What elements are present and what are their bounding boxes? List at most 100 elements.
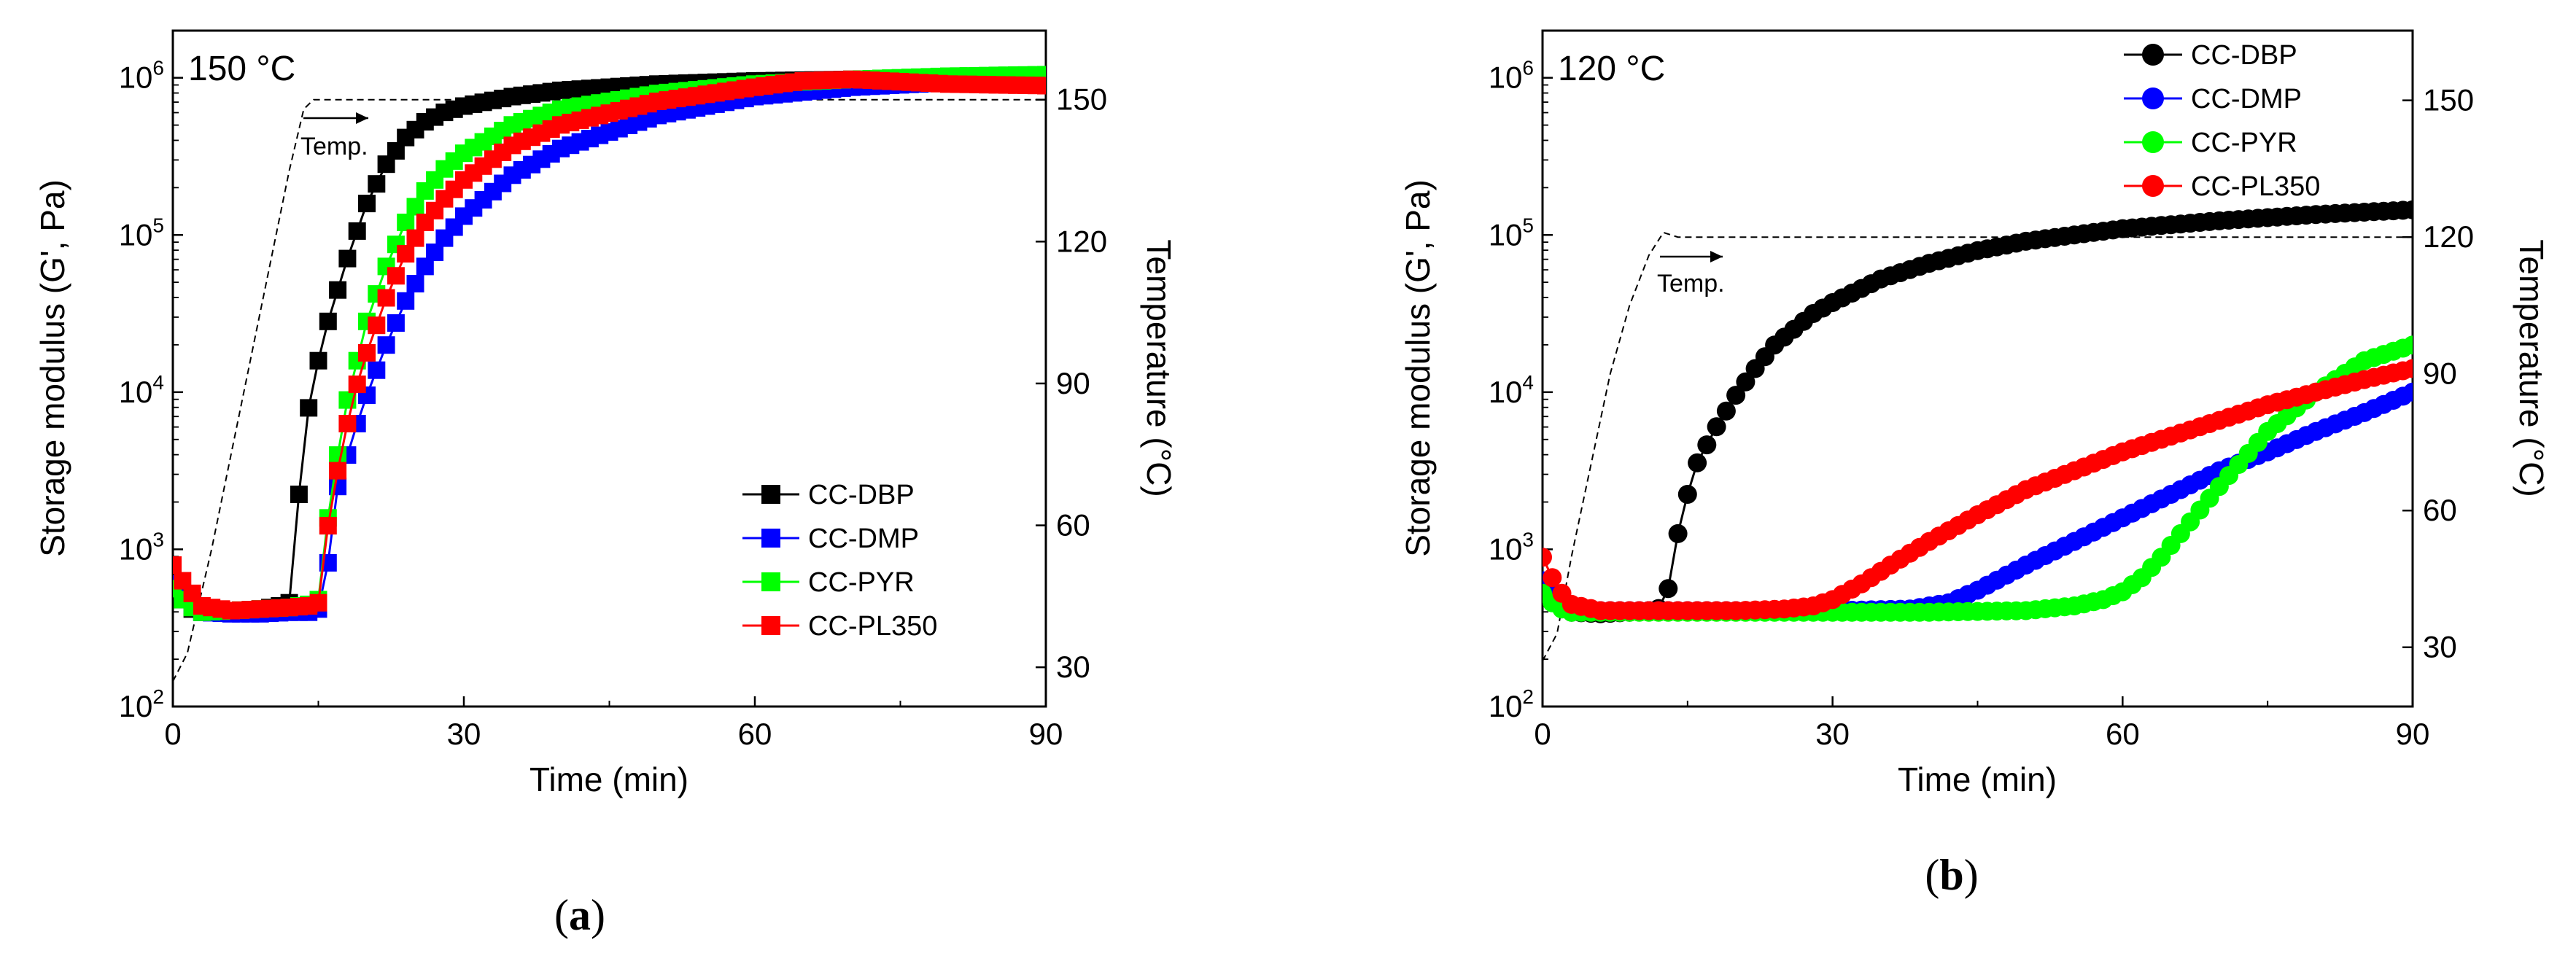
temp-annotation-a: Temp.: [300, 133, 368, 160]
x-tick-label-a-1: 30: [447, 717, 481, 751]
data-point: [368, 175, 386, 193]
data-point: [1037, 77, 1046, 95]
y-tick-label-a-0: 102: [119, 685, 164, 723]
y-axis-title-b: Storage modulus (G', Pa): [1399, 179, 1437, 557]
x-axis-title-b: Time (min): [1898, 760, 2057, 798]
y-tick-label-b-4: 106: [1489, 57, 1534, 95]
data-point: [1726, 386, 1746, 405]
legend-marker-b-4: [2142, 175, 2164, 197]
data-point: [1716, 401, 1736, 421]
data-point: [397, 292, 415, 310]
condition-label-a: 150 °C: [188, 50, 295, 88]
legend-marker-a-3: [761, 572, 780, 591]
data-point: [1697, 435, 1717, 455]
panel-label-b-letter: b: [1939, 851, 1963, 899]
legend-marker-a-2: [761, 529, 780, 548]
y2-axis-title-b: Temperature (°C): [2513, 239, 2550, 497]
data-point: [1543, 568, 1562, 588]
panel-label-a: (a): [554, 891, 605, 939]
legend-label-b-3: CC-PYR: [2191, 128, 2297, 158]
legend-marker-a-1: [761, 485, 780, 504]
data-point: [368, 361, 386, 379]
data-point: [290, 486, 308, 503]
data-point: [397, 245, 415, 263]
axis-ticks-b: 0 30 60 90 102 103 104 105 106 30 60 90 120 150: [1489, 57, 2474, 751]
y2-tick-label-b-1: 60: [2423, 493, 2457, 527]
data-point: [329, 281, 347, 299]
condition-label-b: 120 °C: [1558, 50, 1665, 88]
x-tick-label-b-1: 30: [1815, 717, 1850, 751]
data-point: [1707, 417, 1726, 437]
data-point: [1736, 372, 1756, 392]
data-point: [348, 375, 366, 394]
series-b-cc-pl350: [1543, 359, 2413, 620]
y2-tick-label-b-0: 30: [2423, 630, 2457, 664]
data-point: [309, 594, 327, 612]
data-point: [377, 336, 395, 354]
y-tick-label-b-0: 102: [1489, 685, 1534, 723]
y2-tick-label-b-2: 90: [2423, 357, 2457, 391]
data-point: [338, 415, 357, 432]
legend-label-b-2: CC-DMP: [2191, 84, 2302, 114]
series-group-a: [173, 66, 1046, 623]
panel-b: 0 30 60 90 102 103 104 105 106 30 60 90 120 150 120 °…: [1399, 29, 2550, 899]
legend-item-a-2: CC-DMP: [742, 524, 919, 554]
data-point: [387, 314, 405, 332]
legend-a: CC-DBP CC-DMP CC-PYR CC-PL350: [742, 480, 937, 642]
data-point: [1688, 453, 1707, 472]
data-point: [368, 316, 386, 335]
data-point: [1668, 524, 1688, 543]
y-tick-label-a-4: 106: [119, 57, 164, 95]
panel-label-a-letter: a: [569, 891, 591, 939]
y-tick-label-a-1: 103: [119, 528, 164, 566]
series-a-cc-pyr: [173, 66, 1046, 621]
data-point: [1543, 548, 1552, 567]
data-point: [406, 229, 424, 247]
y-tick-label-b-3: 105: [1489, 214, 1534, 252]
data-point: [2403, 382, 2413, 402]
x-tick-label-a-3: 90: [1029, 717, 1063, 751]
data-point: [387, 267, 405, 285]
legend-label-a-2: CC-DMP: [808, 524, 919, 554]
y2-tick-label-a-4: 150: [1056, 82, 1107, 117]
legend-label-b-4: CC-PL350: [2191, 171, 2320, 202]
legend-item-b-1: CC-DBP: [2124, 40, 2297, 71]
data-point: [406, 198, 424, 216]
series-a-cc-dmp: [173, 72, 1046, 623]
legend-item-a-1: CC-DBP: [742, 480, 915, 510]
legend-item-a-4: CC-PL350: [742, 611, 937, 642]
x-tick-label-b-2: 60: [2106, 717, 2140, 751]
data-point: [173, 556, 182, 574]
series-a-cc-dbp: [173, 70, 1046, 621]
x-tick-label-a-0: 0: [164, 717, 181, 751]
y2-tick-label-a-1: 60: [1056, 508, 1090, 542]
series-line-b-2: [1543, 343, 2413, 614]
legend-label-a-4: CC-PL350: [808, 611, 937, 642]
legend-marker-a-4: [761, 616, 780, 635]
data-point: [329, 446, 347, 464]
legend-label-a-3: CC-PYR: [808, 567, 915, 598]
x-tick-label-a-2: 60: [738, 717, 772, 751]
legend-marker-b-3: [2142, 131, 2164, 153]
legend-marker-b-2: [2142, 87, 2164, 109]
x-axis-title-a: Time (min): [529, 760, 688, 798]
y-tick-label-b-1: 103: [1489, 528, 1534, 566]
y-tick-label-a-3: 105: [119, 214, 164, 252]
temperature-line-a: [173, 98, 1046, 682]
panel-label-b: (b): [1925, 851, 1978, 899]
series-a-cc-pl350: [173, 70, 1046, 620]
x-tick-label-b-0: 0: [1534, 717, 1551, 751]
x-tick-label-b-3: 90: [2396, 717, 2430, 751]
y-axis-title-a: Storage modulus (G', Pa): [34, 179, 71, 557]
data-point: [358, 343, 376, 362]
legend-b: CC-DBP CC-DMP CC-PYR CC-PL350: [2124, 40, 2320, 202]
data-point: [319, 517, 337, 535]
temp-arrow-head-a: [356, 112, 368, 124]
y2-axis-title-a: Temperature (°C): [1140, 239, 1178, 497]
data-point: [329, 462, 347, 480]
panel-a: 0 30 60 90 102 103 104 105 106 30 60 90 120 150 150 °…: [34, 29, 1178, 939]
temperature-curve-a: [173, 98, 1046, 682]
data-point: [377, 289, 395, 307]
data-point: [309, 351, 327, 370]
